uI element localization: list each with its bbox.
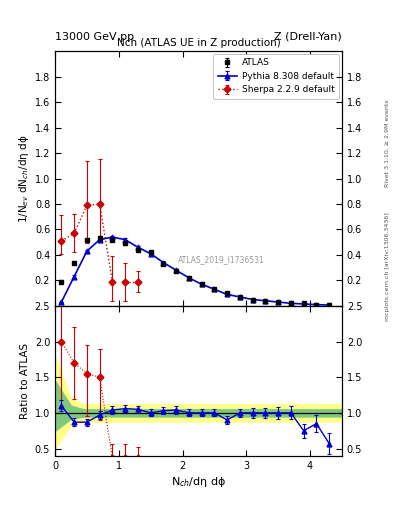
X-axis label: N$_{ch}$/dη dϕ: N$_{ch}$/dη dϕ <box>171 475 226 489</box>
Y-axis label: Ratio to ATLAS: Ratio to ATLAS <box>20 343 31 419</box>
Text: mcplots.cern.ch [arXiv:1306.3436]: mcplots.cern.ch [arXiv:1306.3436] <box>385 212 390 321</box>
Text: ATLAS_2019_I1736531: ATLAS_2019_I1736531 <box>178 255 265 265</box>
Text: Z (Drell-Yan): Z (Drell-Yan) <box>274 32 342 42</box>
Text: Rivet 3.1.10, ≥ 2.9M events: Rivet 3.1.10, ≥ 2.9M events <box>385 99 390 187</box>
Text: 13000 GeV pp: 13000 GeV pp <box>55 32 134 42</box>
Y-axis label: 1/N$_{ev}$ dN$_{ch}$/dη dϕ: 1/N$_{ev}$ dN$_{ch}$/dη dϕ <box>17 134 31 223</box>
Legend: ATLAS, Pythia 8.308 default, Sherpa 2.2.9 default: ATLAS, Pythia 8.308 default, Sherpa 2.2.… <box>213 54 339 99</box>
Title: Nch (ATLAS UE in Z production): Nch (ATLAS UE in Z production) <box>117 38 280 48</box>
